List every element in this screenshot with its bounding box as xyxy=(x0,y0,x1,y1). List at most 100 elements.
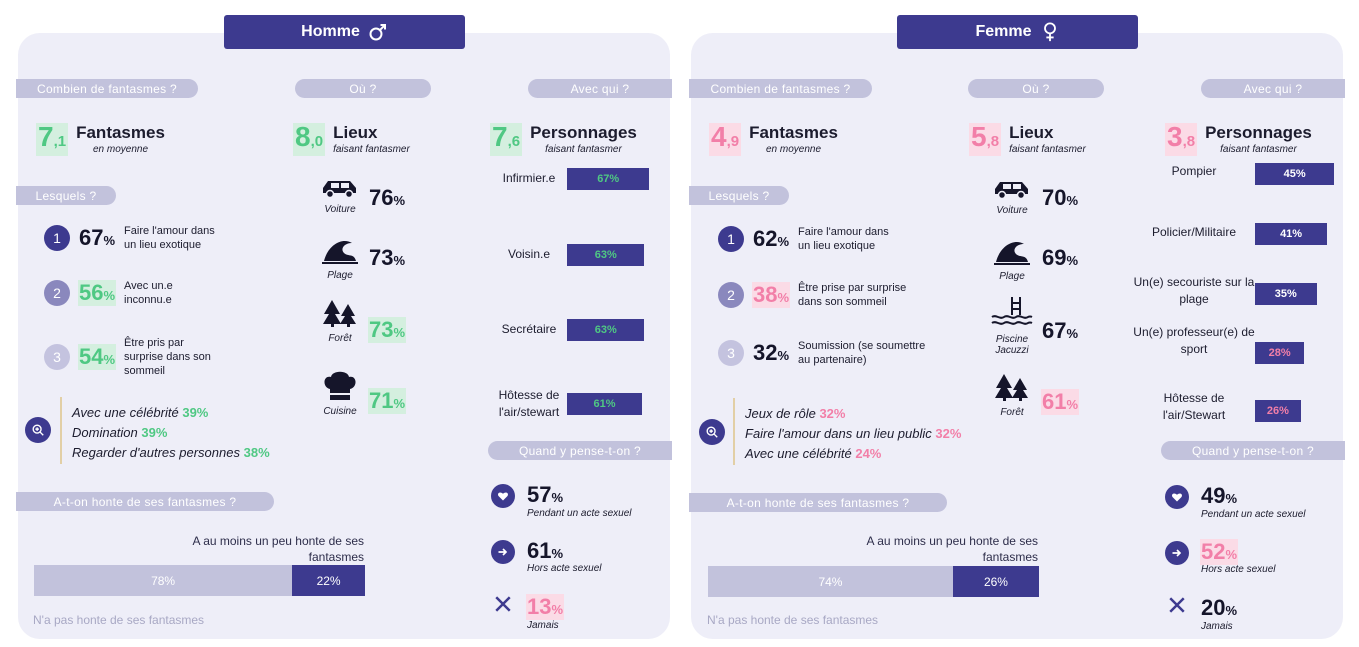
pool-icon xyxy=(991,297,1033,325)
top-value: 32 xyxy=(753,340,778,365)
place-label: Plage xyxy=(999,271,1025,282)
character-bar: 45% xyxy=(1255,163,1335,185)
rank-badge: 2 xyxy=(718,282,744,308)
other-item: Avec une célébrité 39% xyxy=(72,403,270,423)
heart-icon xyxy=(491,484,515,508)
section-honte: A-t-on honte de ses fantasmes ? xyxy=(16,492,274,511)
place-foret: Forêt xyxy=(988,372,1036,418)
place-voiture: Voiture xyxy=(988,178,1036,216)
kpi-sub: faisant fantasmer xyxy=(545,144,622,155)
character-value: 45% xyxy=(1283,168,1306,180)
shame-label: A au moins un peu honte de ses fantasmes xyxy=(192,534,364,564)
when-label: Pendant un acte sexuel xyxy=(527,508,632,519)
when-label: Jamais xyxy=(1201,621,1233,632)
no-shame-label: N'a pas honte de ses fantasmes xyxy=(33,613,205,627)
place-label: Piscine Jacuzzi xyxy=(984,334,1040,356)
character-label: Hôtesse de l'air/stewart xyxy=(498,388,560,419)
when-value: 20% xyxy=(1201,595,1238,620)
shame-value: 22% xyxy=(316,573,341,588)
place-voiture: Voiture xyxy=(316,177,364,215)
character-value: 63% xyxy=(594,324,617,336)
top-item-1: 1 62% Faire l'amour dans un lieu exotiqu… xyxy=(718,225,903,253)
divider xyxy=(733,398,735,465)
panel-homme: Homme Combien de fantasmes ? Où ? Avec q… xyxy=(16,15,672,639)
character-label: Un(e) professeur(e) de sport xyxy=(1133,325,1255,356)
top-text: Être pris par surprise dans son sommeil xyxy=(124,337,211,377)
character-bar: 41% xyxy=(1255,223,1328,245)
kpi-dec: ,6 xyxy=(507,133,521,150)
car-icon xyxy=(995,182,1028,200)
place-plage: Plage xyxy=(988,236,1036,282)
divider xyxy=(60,397,62,464)
place-value: 71% xyxy=(368,388,407,414)
kpi-int: 7 xyxy=(492,121,508,152)
top-text: Faire l'amour dans un lieu exotique xyxy=(124,225,215,251)
panel-title-femme: Femme xyxy=(897,15,1138,49)
zoom-icon xyxy=(699,419,725,445)
character-label: Secrétaire xyxy=(501,322,557,336)
kpi-fantasmes: 4,9 Fantasmes en moyenne xyxy=(709,123,838,156)
others-list: Avec une célébrité 39% Domination 39% Re… xyxy=(72,403,270,463)
shame-bar: 74% 26% xyxy=(708,566,1039,597)
other-label: Faire l'amour dans un lieu public xyxy=(745,426,932,441)
value: 57 xyxy=(527,482,552,507)
character-bar: 28% xyxy=(1255,342,1305,364)
place-value: 73% xyxy=(368,317,407,343)
kpi-int: 7 xyxy=(38,121,54,152)
place-value: 67% xyxy=(1042,318,1079,343)
arrow-icon xyxy=(1165,541,1189,565)
value: 67 xyxy=(1042,318,1067,343)
when-label: Jamais xyxy=(527,620,559,631)
top-value: 54 xyxy=(79,344,104,369)
when-value: 13% xyxy=(526,594,565,620)
other-value: 32% xyxy=(819,406,846,421)
value: 71 xyxy=(369,388,394,413)
section-avec-qui: Avec qui ? xyxy=(528,79,672,98)
kpi-int: 3 xyxy=(1167,121,1183,152)
kpi-dec: ,9 xyxy=(726,133,740,150)
when-label: Hors acte sexuel xyxy=(1201,564,1276,575)
place-label: Forêt xyxy=(328,333,352,344)
other-label: Avec une célébrité xyxy=(72,405,179,420)
character-label: Pompier xyxy=(1171,164,1217,178)
value: 13 xyxy=(527,594,552,619)
zoom-icon xyxy=(25,417,51,443)
top-text: Soumission (se soumettre au partenaire) xyxy=(798,340,926,366)
character-bar: 67% xyxy=(567,168,650,190)
kpi-label: Lieux xyxy=(1009,123,1054,142)
character-label: Hôtesse de l'air/Stewart xyxy=(1162,391,1226,422)
character-bar: 26% xyxy=(1255,400,1301,422)
place-foret: Forêt xyxy=(316,298,364,344)
top-item-2: 2 56% Avec un.e inconnu.e xyxy=(44,279,194,307)
kpi-label: Personnages xyxy=(1205,123,1312,142)
place-value: 61% xyxy=(1041,389,1080,415)
wave-icon xyxy=(322,241,358,264)
character-value: 63% xyxy=(594,249,617,261)
when-value: 49% xyxy=(1201,483,1238,508)
kpi-int: 8 xyxy=(295,121,311,152)
kpi-label: Personnages xyxy=(530,123,637,142)
other-item: Faire l'amour dans un lieu public 32% xyxy=(745,424,961,444)
rank-badge: 3 xyxy=(718,340,744,366)
wave-icon xyxy=(994,242,1030,265)
section-ou: Où ? xyxy=(968,79,1104,98)
other-value: 39% xyxy=(182,405,209,420)
top-value: 62 xyxy=(753,226,778,251)
kpi-dec: ,0 xyxy=(310,133,324,150)
chef-hat-icon xyxy=(324,371,356,400)
character-label: Un(e) secouriste sur la plage xyxy=(1133,275,1255,306)
top-item-3: 3 32% Soumission (se soumettre au parten… xyxy=(718,339,938,367)
place-label: Forêt xyxy=(1000,407,1024,418)
character-value: 67% xyxy=(597,173,620,185)
title-text: Homme xyxy=(301,23,360,40)
kpi-dec: ,8 xyxy=(1182,133,1196,150)
place-plage: Plage xyxy=(316,235,364,281)
character-bar: 61% xyxy=(567,393,643,415)
top-item-2: 2 38% Être prise par surprise dans son s… xyxy=(718,281,920,309)
value: 61 xyxy=(527,538,552,563)
kpi-int: 4 xyxy=(711,121,727,152)
value: 76 xyxy=(369,185,394,210)
shame-segment: 22% xyxy=(292,565,365,596)
kpi-label: Lieux xyxy=(333,123,378,142)
section-lesquels: Lesquels ? xyxy=(16,186,116,205)
